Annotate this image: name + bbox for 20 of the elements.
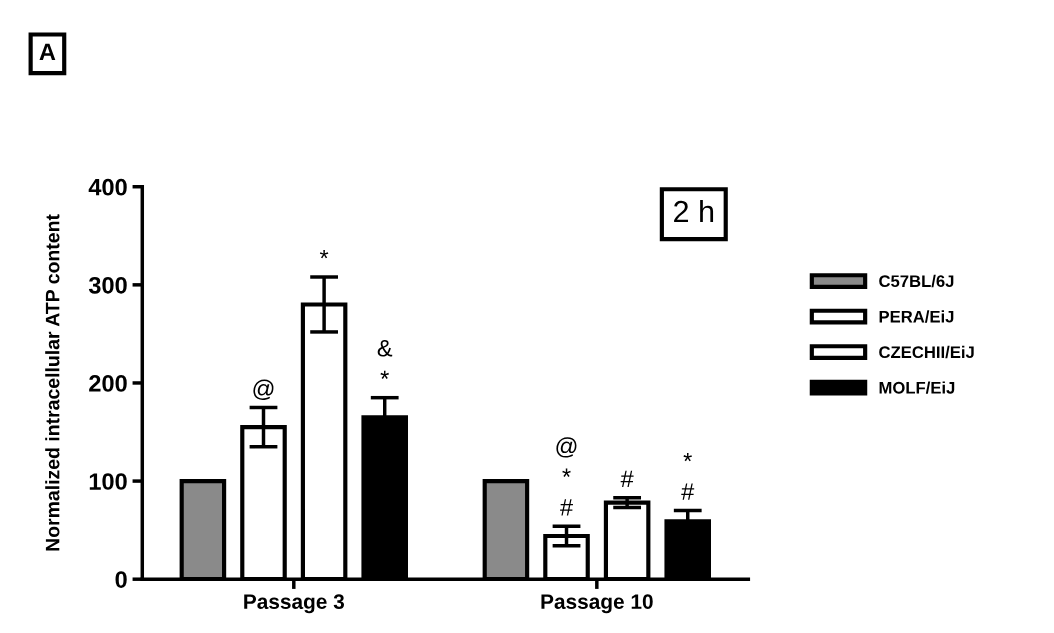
legend-label: C57BL/6J <box>879 274 954 288</box>
legend-label: MOLF/EiJ <box>879 381 955 394</box>
y-tick-label: 400 <box>88 178 127 196</box>
data-label: # <box>620 470 634 487</box>
y-tick-label: 100 <box>89 473 127 490</box>
data-label: @ * # <box>556 437 577 516</box>
y-tick-label: 200 <box>89 375 127 392</box>
data-label: & * <box>377 339 393 379</box>
data-label: @ <box>253 379 274 400</box>
legend-label: CZECHII/EiJ <box>879 345 974 359</box>
annotation: 2 h <box>674 199 714 223</box>
y-tick-label: 300 <box>88 276 127 294</box>
text: A <box>39 43 56 60</box>
x-tick-label: Passage 10 <box>541 594 653 614</box>
data-label: * # <box>681 452 695 500</box>
x-tick-label: Passage 3 <box>244 594 345 614</box>
y-tick-label: 0 <box>115 571 127 588</box>
data-label: * <box>319 249 329 259</box>
legend-label: PERA/EiJ <box>879 310 954 323</box>
y-axis-title: Normalized intracellular ATP content <box>45 214 60 551</box>
